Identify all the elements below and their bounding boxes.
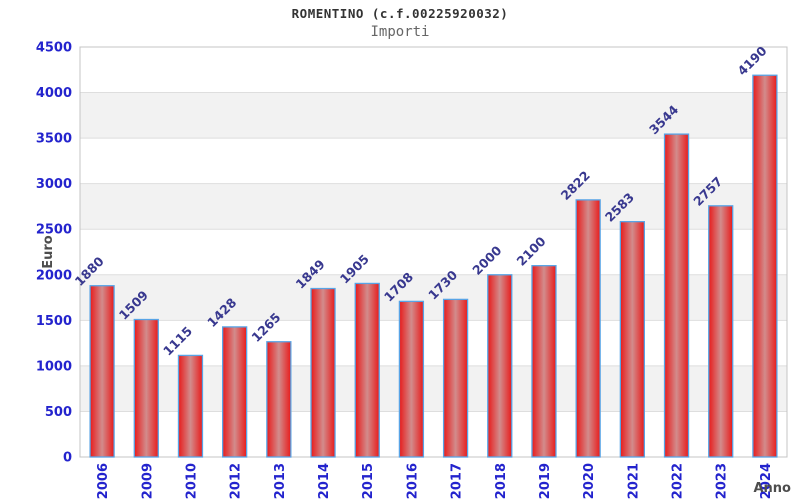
bar-2020 xyxy=(575,199,601,458)
y-tick-label: 500 xyxy=(45,405,72,420)
x-tick-label: 2024 xyxy=(759,463,774,499)
band-row xyxy=(80,92,787,139)
y-tick-label: 1500 xyxy=(36,314,72,329)
y-tick-label: 3500 xyxy=(36,132,72,147)
y-tick-label: 0 xyxy=(63,451,72,466)
bar-2015 xyxy=(354,282,380,458)
bar-2023 xyxy=(708,205,734,458)
x-tick-label: 2012 xyxy=(229,463,244,499)
y-tick-label: 2500 xyxy=(36,223,72,238)
bar-2013 xyxy=(266,341,292,458)
x-tick-label: 2017 xyxy=(450,463,465,499)
bar-2017 xyxy=(442,298,469,458)
bar-2012 xyxy=(222,326,248,458)
chart-title: ROMENTINO (c.f.00225920032) xyxy=(291,6,509,21)
y-tick-label: 4500 xyxy=(36,41,72,56)
x-tick-label: 2014 xyxy=(317,463,332,499)
bar-2010 xyxy=(177,354,204,458)
x-tick-label: 2009 xyxy=(140,463,155,499)
x-tick-label: 2023 xyxy=(715,463,730,499)
x-tick-label: 2020 xyxy=(582,463,597,499)
x-tick-label: 2010 xyxy=(184,463,199,499)
bar-2014 xyxy=(310,287,336,458)
y-tick-label: 4000 xyxy=(36,86,72,101)
x-tick-label: 2018 xyxy=(494,463,509,499)
bar-2019 xyxy=(531,265,557,458)
plot-border xyxy=(79,46,788,458)
bar-2009 xyxy=(133,318,159,458)
bar-2006 xyxy=(89,285,115,458)
y-tick-label: 1000 xyxy=(36,359,72,374)
bar-2018 xyxy=(487,274,513,458)
x-tick-label: 2022 xyxy=(671,463,686,499)
x-tick-label: 2013 xyxy=(273,463,288,499)
x-tick-label: 2021 xyxy=(626,463,641,499)
bar-2024 xyxy=(752,74,778,458)
y-tick-label: 3000 xyxy=(36,177,72,192)
bar-2021 xyxy=(619,221,645,458)
y-tick-label: 2000 xyxy=(36,268,72,283)
x-tick-label: 2006 xyxy=(96,463,111,499)
bar-2022 xyxy=(663,133,690,458)
x-tick-label: 2019 xyxy=(538,463,553,499)
chart-subtitle: Importi xyxy=(370,24,430,40)
x-axis-title: Anno xyxy=(753,481,791,496)
bar-2016 xyxy=(398,300,425,458)
x-tick-label: 2015 xyxy=(361,463,376,499)
x-tick-label: 2016 xyxy=(405,463,420,499)
y-axis-title: Euro xyxy=(41,235,56,269)
